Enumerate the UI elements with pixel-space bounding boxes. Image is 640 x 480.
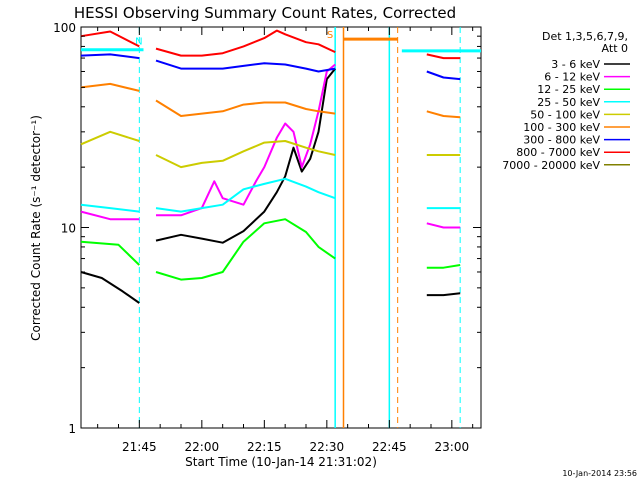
series-line-1 bbox=[80, 63, 461, 229]
legend-label-6: 300 - 800 keV bbox=[523, 134, 600, 147]
legend-label-1: 6 - 12 keV bbox=[544, 71, 600, 84]
observing-flags: NS bbox=[81, 27, 481, 428]
x-tick-label: 21:45 bbox=[122, 440, 157, 454]
y-axis-label: Corrected Count Rate (s⁻¹ detector⁻¹) bbox=[29, 115, 43, 341]
x-axis-label: Start Time (10-Jan-14 21:31:02) bbox=[185, 455, 377, 469]
x-tick-label: 22:45 bbox=[372, 440, 407, 454]
legend-label-0: 3 - 6 keV bbox=[551, 58, 600, 71]
series-line-2 bbox=[80, 218, 461, 281]
footer-timestamp: 10-Jan-2014 23:56 bbox=[562, 469, 637, 478]
legend-label-5: 100 - 300 keV bbox=[523, 121, 600, 134]
legend-label-3: 25 - 50 keV bbox=[537, 96, 600, 109]
series-line-4 bbox=[80, 130, 461, 169]
legend-label-2: 12 - 25 keV bbox=[537, 83, 600, 96]
series-line-6 bbox=[80, 53, 461, 81]
legend-label-4: 50 - 100 keV bbox=[530, 108, 600, 121]
flag-label: S bbox=[327, 30, 333, 41]
legend-header-line2: Att 0 bbox=[602, 42, 628, 55]
flag-label: N bbox=[135, 36, 142, 47]
y-tick-label: 10 bbox=[61, 222, 76, 236]
legend-header-line1: Det 1,3,5,6,7,9, bbox=[542, 30, 628, 43]
x-tick-label: 22:30 bbox=[310, 440, 345, 454]
series-line-7 bbox=[80, 29, 461, 60]
series-line-5 bbox=[80, 82, 461, 119]
series-line-0 bbox=[80, 67, 461, 304]
legend-label-8: 7000 - 20000 keV bbox=[502, 159, 600, 172]
y-tick-label: 1 bbox=[68, 422, 76, 436]
x-tick-label: 22:00 bbox=[185, 440, 220, 454]
y-tick-label: 100 bbox=[53, 21, 76, 35]
x-tick-label: 22:15 bbox=[247, 440, 282, 454]
series-line-3 bbox=[80, 177, 461, 213]
plot-frame bbox=[80, 26, 482, 429]
x-tick-label: 23:00 bbox=[435, 440, 470, 454]
legend-label-7: 800 - 7000 keV bbox=[516, 146, 600, 159]
axis-ticks: 21:45 22:00 22:15 22:30 22:45 23:00 1 10 100 bbox=[53, 21, 481, 454]
series-layer bbox=[80, 29, 461, 304]
chart-title: HESSI Observing Summary Count Rates, Cor… bbox=[74, 4, 456, 22]
